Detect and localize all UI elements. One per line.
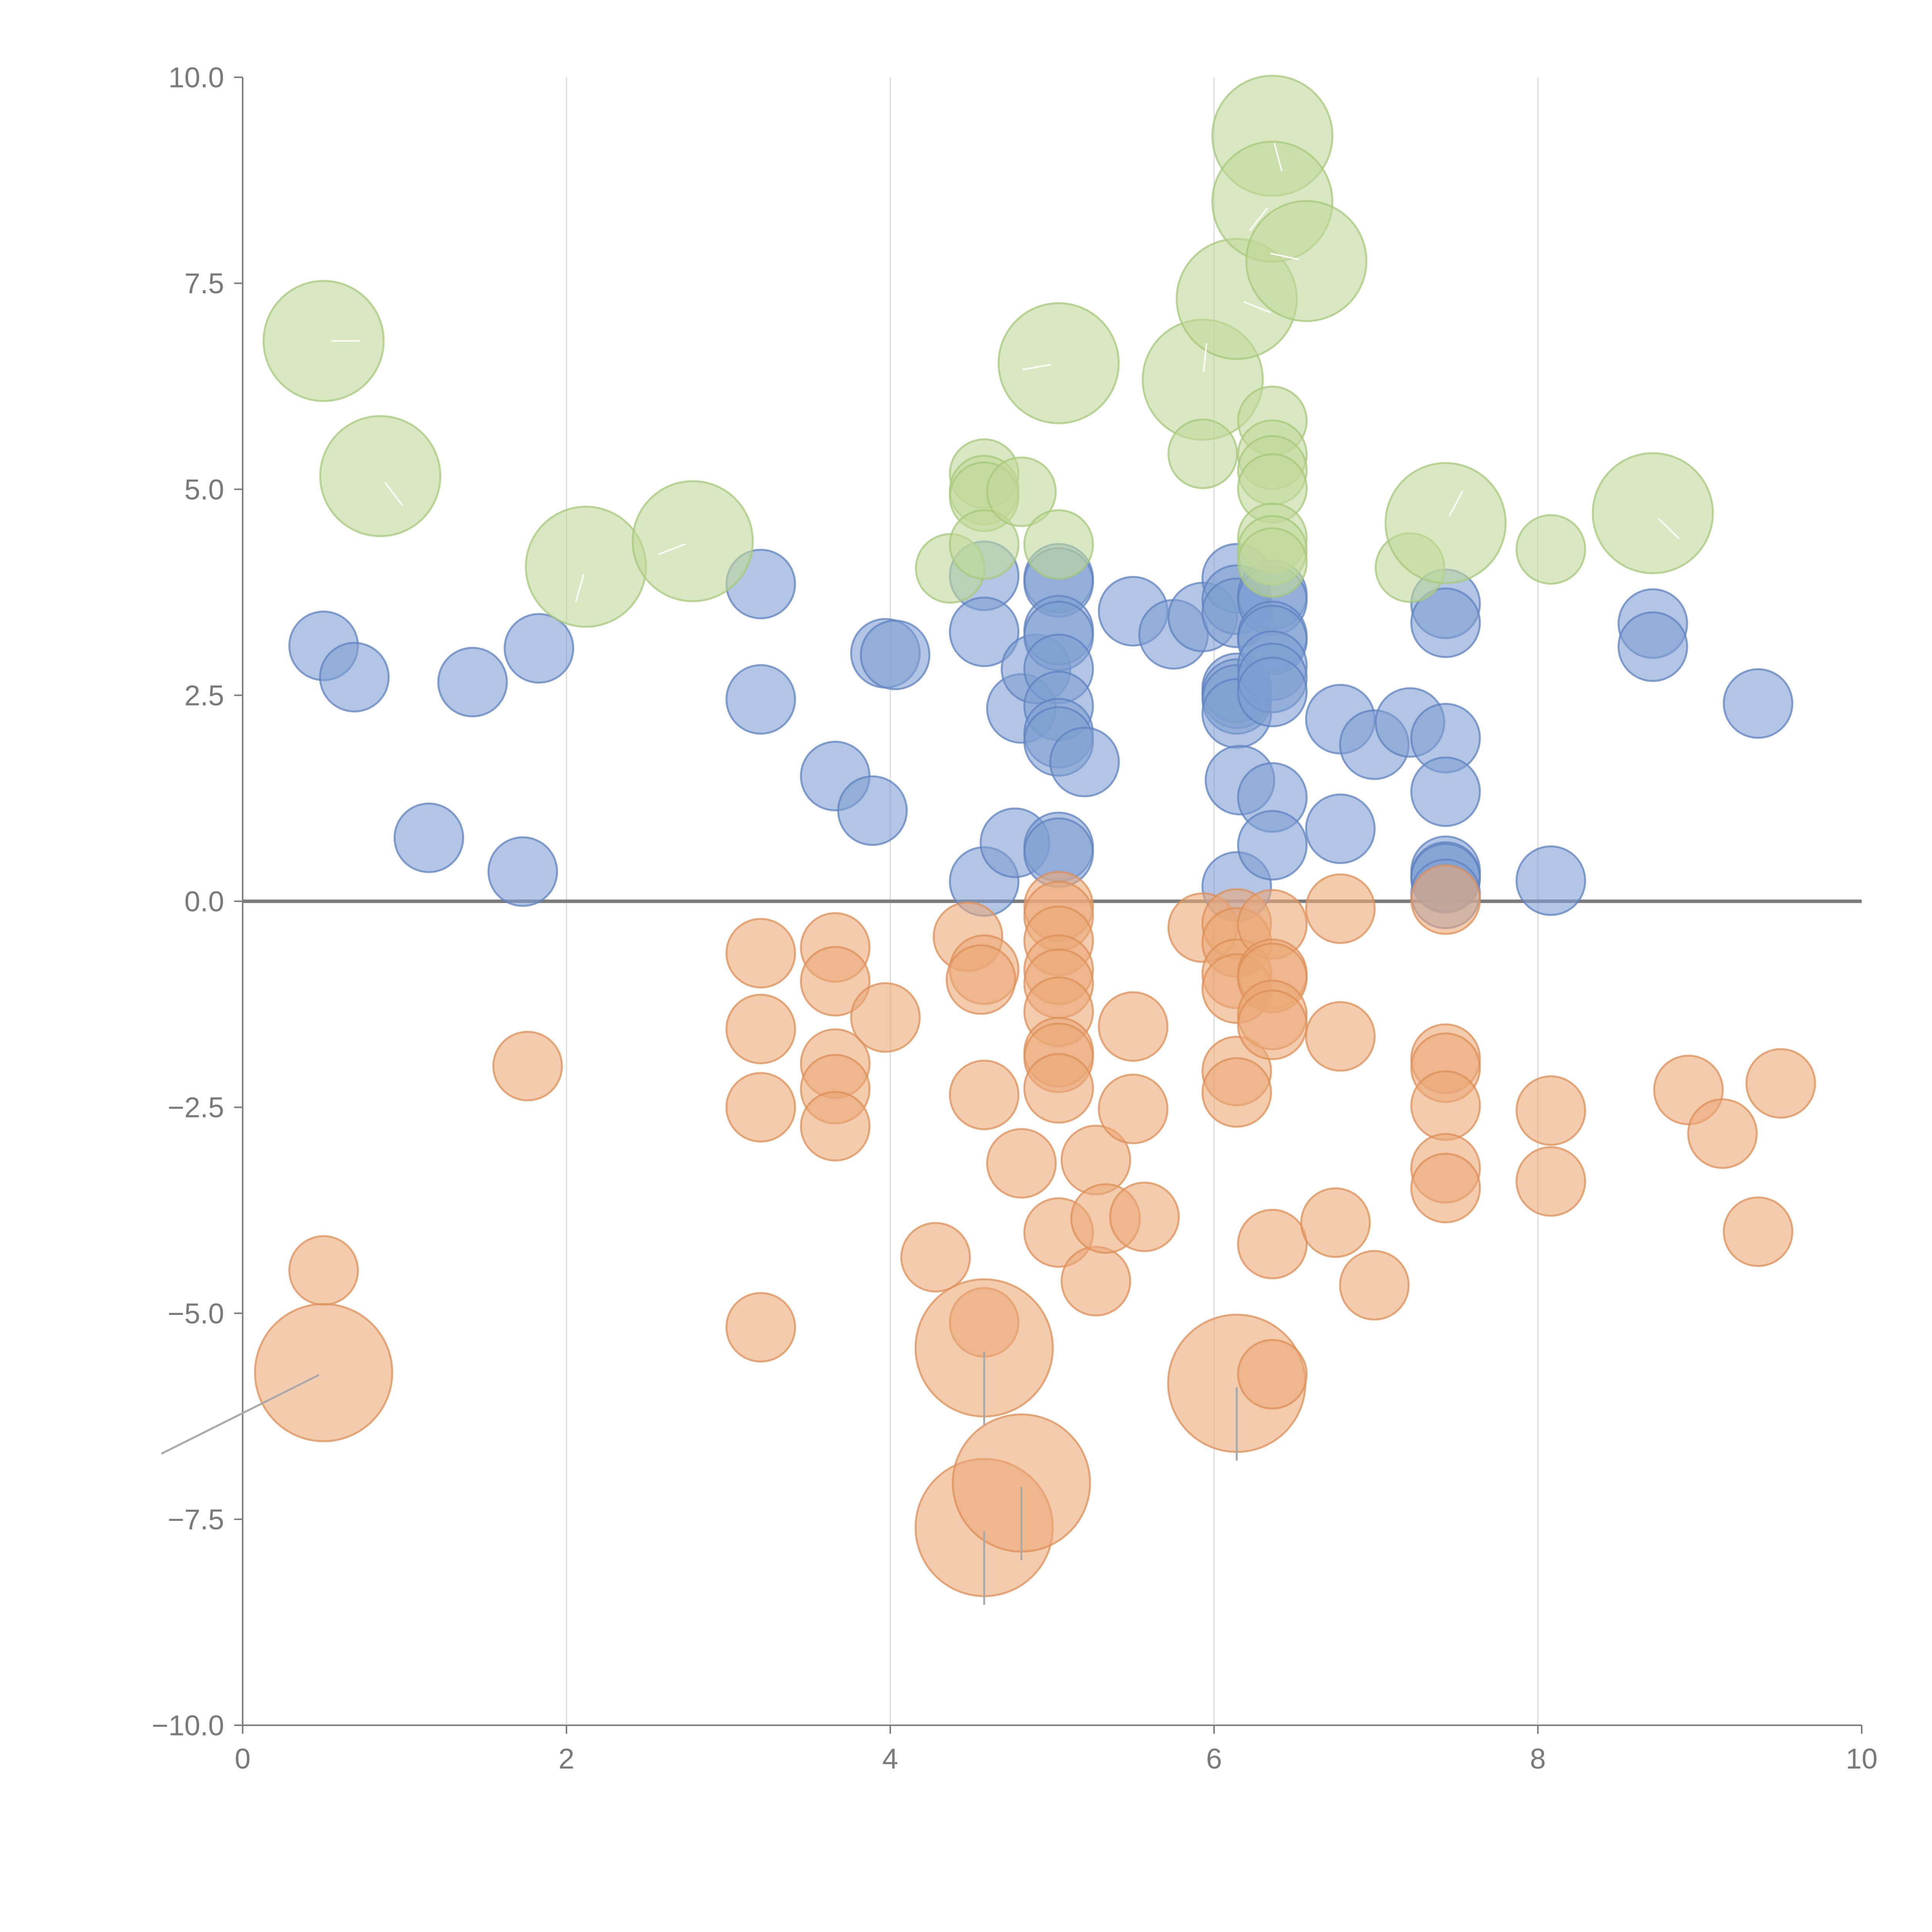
orange-bubble [800,946,871,1017]
y-tick-label: −2.5 [168,1092,224,1124]
orange-bubble [254,1303,393,1442]
orange-bubble [986,1128,1057,1199]
blue-bubble [319,642,390,713]
orange-bubble [1098,991,1168,1062]
orange-bubble [1515,1146,1586,1217]
blue-bubble [1237,656,1308,728]
orange-bubble [1305,1001,1376,1072]
orange-bubble [1410,864,1481,935]
green-leader-line [1243,301,1271,314]
orange-bubble [725,993,796,1065]
blue-bubble [1617,611,1688,682]
orange-bubble [1723,1196,1794,1267]
green-leader-line [1658,518,1680,539]
y-tick-label: 10.0 [168,61,224,94]
blue-bubble [487,836,558,907]
orange-bubble [949,1060,1020,1130]
x-tick-label: 2 [558,1743,574,1775]
y-tick-label: 7.5 [184,267,224,299]
orange-bubble [1745,1048,1816,1119]
green-leader-line [1202,343,1208,372]
orange-bubble [1410,1153,1481,1223]
green-bubble [1237,527,1308,598]
x-tick-label: 4 [882,1743,898,1775]
green-bubble [949,509,1020,580]
x-tick-label: 10 [1846,1743,1878,1775]
orange-bubble [725,918,796,989]
orange-bubble [800,1091,871,1162]
blue-bubble [1410,756,1481,827]
green-leader-line [658,543,686,555]
orange-bubble [1687,1098,1758,1169]
green-bubble [1167,418,1238,489]
leader-lines [161,143,1680,1605]
orange-bubble [1305,873,1376,944]
orange-bubble [1237,1209,1308,1279]
blue-bubble [949,596,1020,667]
tick-labels: 0 2 4 6 8 10 −10.0 −7.5 −5.0 −2.5 0.0 2.5 5.0 7.5 10.0 [152,61,1878,1775]
orange-bubble [725,1292,796,1363]
orange-bubble [725,1072,796,1143]
blue-bubble [1410,587,1481,658]
green-leader-line [1249,207,1269,231]
orange-bubble [1237,990,1308,1060]
orange-bubble [850,982,921,1053]
y-tick-label: −10.0 [152,1709,224,1742]
orange-bubble [1060,1246,1131,1316]
blue-bubble [1723,668,1794,739]
blue-bubble [1237,810,1308,881]
x-tick-label: 6 [1206,1743,1222,1775]
blue-bubble [1515,845,1586,916]
green-bubble [1245,200,1367,322]
green-bubble [1592,452,1714,574]
orange-bubble [1410,1070,1481,1141]
blue-bubble [1049,726,1120,798]
green-bubble [631,480,754,602]
x-tick-label: 0 [235,1743,250,1775]
blue-bubble [437,646,508,718]
orange-bubble [1109,1181,1180,1252]
green-leader-line [1022,364,1051,371]
blue-bubble [837,775,908,846]
green-bubble [319,415,442,537]
green-leader-line [1270,252,1299,260]
blue-bubble [725,664,796,735]
orange-bubble [1237,1339,1308,1410]
blue-bubble [860,619,930,690]
x-tick-label: 8 [1530,1743,1546,1775]
orange-bubble [1023,1053,1094,1124]
green-leader-line [384,481,403,506]
green-bubble [1515,514,1586,585]
y-tick-label: −5.0 [168,1298,224,1330]
green-bubble [1023,509,1094,580]
orange-bubble [492,1031,563,1102]
green-bubble [997,302,1120,424]
orange-bubble [288,1235,359,1306]
green-bubble [1384,462,1507,584]
orange-leader-line [161,1374,320,1455]
y-tick-label: 5.0 [184,473,224,505]
orange-bubble [1300,1187,1371,1258]
orange-bubble [1201,1057,1272,1128]
green-leader-line [1448,490,1464,517]
green-leader-line [575,574,585,602]
blue-bubble [503,613,575,684]
blue-bubble [1305,793,1376,864]
orange-bubble [946,944,1016,1015]
orange-bubble [1098,1073,1168,1145]
green-bubble [986,456,1057,527]
green-leader-line [1274,143,1283,172]
y-tick-label: −7.5 [168,1503,224,1536]
y-tick-label: 0.0 [184,886,224,918]
bubbles [254,75,1816,1597]
y-tick-label: 2.5 [184,679,224,711]
orange-bubble [900,1222,971,1293]
orange-bubble [1515,1075,1586,1146]
green-bubble [262,280,385,402]
green-bubble [525,505,647,628]
blue-bubble [393,802,464,873]
orange-bubble [1339,1250,1410,1321]
